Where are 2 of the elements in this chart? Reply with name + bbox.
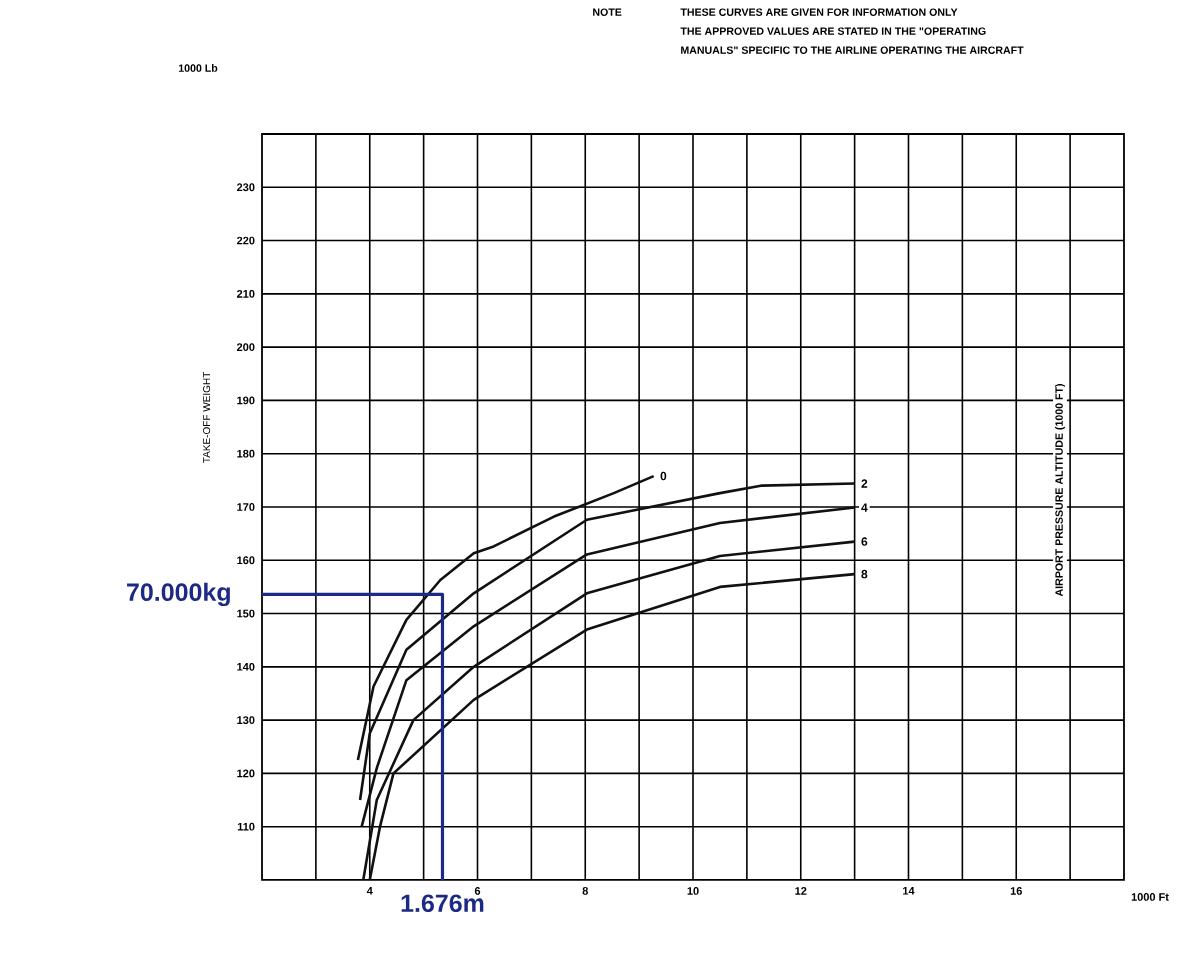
annotation: 1.676m [401,894,484,913]
annotation: 70.000kg [127,582,230,607]
